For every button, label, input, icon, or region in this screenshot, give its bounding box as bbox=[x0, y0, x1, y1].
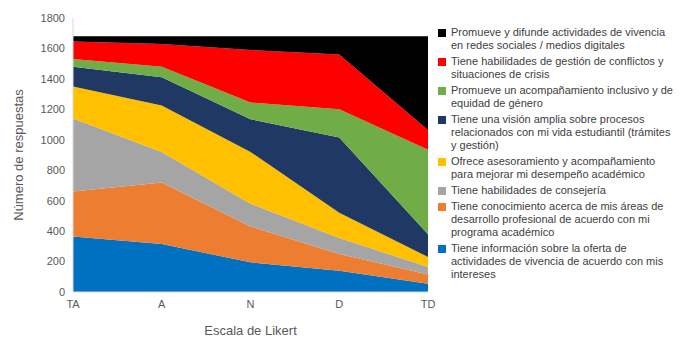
html-text:Tiene una visión amplia sobre: Tiene una visión amplia sobre procesos r… bbox=[451, 113, 671, 151]
svg-text:TD: TD bbox=[421, 298, 436, 310]
svg-text:1400: 1400 bbox=[41, 73, 65, 85]
svg-text:D: D bbox=[335, 298, 343, 310]
svg-text:1800: 1800 bbox=[41, 12, 65, 24]
html-text:Promueve y difunde actividades: Promueve y difunde actividades de vivenc… bbox=[451, 26, 665, 51]
html-text:Tiene habilidades de gestión d: Tiene habilidades de gestión de conflict… bbox=[451, 55, 664, 80]
svg-text:200: 200 bbox=[47, 255, 65, 267]
svg-text:A: A bbox=[158, 298, 166, 310]
html-text:Ofrece asesoramiento y acompañ: Ofrece asesoramiento y acompañamiento pa… bbox=[451, 155, 656, 180]
svg-text:N: N bbox=[247, 298, 255, 310]
html-text:Tiene conocimiento acerca de m: Tiene conocimiento acerca de mis áreas d… bbox=[451, 200, 664, 238]
svg-text:Número de respuestas: Número de respuestas bbox=[11, 89, 26, 221]
svg-text:TA: TA bbox=[66, 298, 80, 310]
svg-text:400: 400 bbox=[47, 225, 65, 237]
html-text:Tiene información sobre la ofe: Tiene información sobre la oferta de act… bbox=[451, 242, 664, 280]
svg-text:1200: 1200 bbox=[41, 103, 65, 115]
svg-text:1600: 1600 bbox=[41, 42, 65, 54]
svg-text:0: 0 bbox=[59, 286, 65, 298]
svg-text:800: 800 bbox=[47, 164, 65, 176]
svg-text:Escala de Likert: Escala de Likert bbox=[204, 323, 297, 338]
html-text:Tiene habilidades de consejerí: Tiene habilidades de consejería bbox=[451, 184, 606, 196]
html-text:Promueve un acompañamiento inc: Promueve un acompañamiento inclusivo y d… bbox=[451, 84, 673, 109]
svg-text:1000: 1000 bbox=[41, 134, 65, 146]
svg-text:600: 600 bbox=[47, 195, 65, 207]
